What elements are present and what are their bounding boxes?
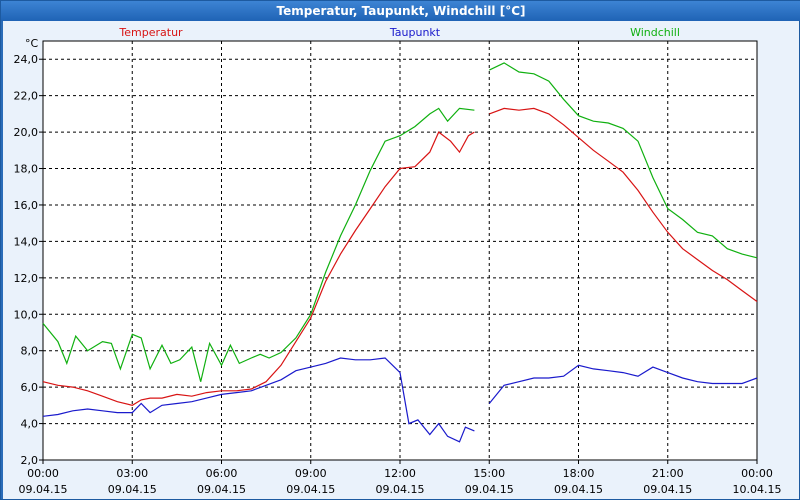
series-group (42, 62, 758, 443)
series-line-windchill (42, 107, 475, 382)
x-tick-date: 09.04.15 (286, 483, 335, 496)
y-tick-label: 12,0 (14, 272, 39, 285)
y-tick-label: 24,0 (14, 53, 39, 66)
x-tick-time: 03:00 (116, 467, 148, 480)
legend-item-windchill: Windchill (630, 26, 680, 39)
x-tick-time: 00:00 (27, 467, 59, 480)
x-tick-date: 09.04.15 (108, 483, 157, 496)
series-line-taupunkt (488, 364, 758, 404)
x-tick-date: 09.04.15 (19, 483, 68, 496)
y-tick-label: 22,0 (14, 90, 39, 103)
x-tick-time: 18:00 (563, 467, 595, 480)
legend: Temperatur Taupunkt Windchill (118, 26, 680, 39)
y-tick-label: 6,0 (21, 381, 39, 394)
x-tick-time: 15:00 (473, 467, 505, 480)
series-line-temperatur (42, 131, 475, 406)
x-tick-time: 21:00 (652, 467, 684, 480)
x-axis-ticks: 00:00 09.04.15 03:00 09.04.15 06:00 09.04.15 0… (19, 460, 782, 496)
x-tick-date: 09.04.15 (376, 483, 425, 496)
series-line-temperatur (489, 107, 758, 302)
chart-panel: 2,0 4,0 6,0 8,0 10,0 12,0 14,0 16,0 18,0 20,0 22,0… (3, 21, 799, 499)
y-tick-label: 4,0 (21, 418, 39, 431)
series-line-windchill (489, 62, 758, 259)
x-tick-time: 06:00 (206, 467, 238, 480)
y-axis-label: °C (25, 37, 39, 50)
x-tick-date: 09.04.15 (554, 483, 603, 496)
x-tick-time: 12:00 (384, 467, 416, 480)
series-line-taupunkt (42, 357, 475, 443)
x-tick-date: 09.04.15 (197, 483, 246, 496)
grid-lines (43, 41, 757, 460)
x-tick-date: 10.04.15 (733, 483, 782, 496)
legend-item-temperatur: Temperatur (118, 26, 183, 39)
y-tick-label: 10,0 (14, 308, 39, 321)
y-tick-label: 18,0 (14, 163, 39, 176)
y-tick-label: 16,0 (14, 199, 39, 212)
x-tick-time: 09:00 (295, 467, 327, 480)
window-title: Temperatur, Taupunkt, Windchill [°C] (1, 1, 800, 21)
y-axis-ticks: 2,0 4,0 6,0 8,0 10,0 12,0 14,0 16,0 18,0 20,0 22,0… (14, 53, 43, 467)
x-tick-date: 09.04.15 (465, 483, 514, 496)
legend-item-taupunkt: Taupunkt (389, 26, 441, 39)
y-tick-label: 20,0 (14, 126, 39, 139)
x-tick-time: 00:00 (741, 467, 773, 480)
y-tick-label: 14,0 (14, 235, 39, 248)
y-tick-label: 8,0 (21, 345, 39, 358)
y-tick-label: 2,0 (21, 454, 39, 467)
x-tick-date: 09.04.15 (643, 483, 692, 496)
chart-svg: 2,0 4,0 6,0 8,0 10,0 12,0 14,0 16,0 18,0 20,0 22,0… (14, 26, 782, 496)
